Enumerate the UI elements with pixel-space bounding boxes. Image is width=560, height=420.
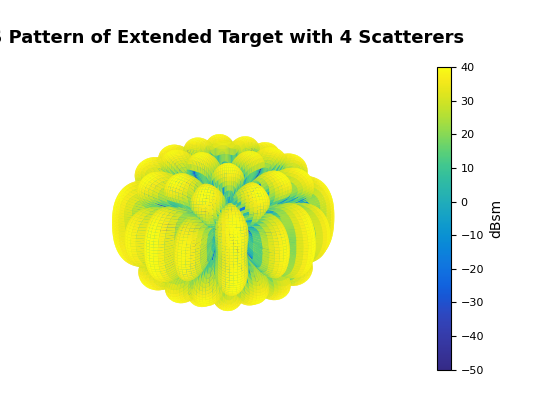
Text: RCS Pattern of Extended Target with 4 Scatterers: RCS Pattern of Extended Target with 4 Sc… — [0, 29, 464, 47]
Y-axis label: dBsm: dBsm — [489, 199, 503, 238]
